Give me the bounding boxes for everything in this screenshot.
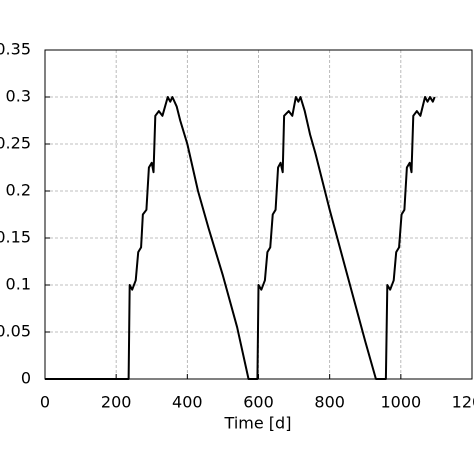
x-tick-label: 600 bbox=[243, 393, 274, 412]
data-line bbox=[45, 96, 436, 380]
x-tick-label: 200 bbox=[101, 393, 132, 412]
x-tick-label: 1200 bbox=[452, 393, 474, 412]
y-tick-label: 0.3 bbox=[6, 87, 31, 106]
y-tick-label: 0.15 bbox=[0, 228, 31, 247]
x-tick-label: 0 bbox=[40, 393, 50, 412]
y-tick-label: 0.05 bbox=[0, 322, 31, 341]
y-tick-label: 0.1 bbox=[6, 275, 31, 294]
y-tick-label: 0.35 bbox=[0, 40, 31, 59]
plot-frame bbox=[44, 49, 473, 380]
y-tick-label: 0 bbox=[21, 369, 31, 388]
x-axis-label: Time [d] bbox=[224, 414, 292, 433]
x-tick-label: 1000 bbox=[380, 393, 421, 412]
y-tick-label: 0.25 bbox=[0, 134, 31, 153]
x-tick-label: 400 bbox=[172, 393, 203, 412]
y-tick-label: 0.2 bbox=[6, 181, 31, 200]
x-tick-label: 800 bbox=[314, 393, 345, 412]
